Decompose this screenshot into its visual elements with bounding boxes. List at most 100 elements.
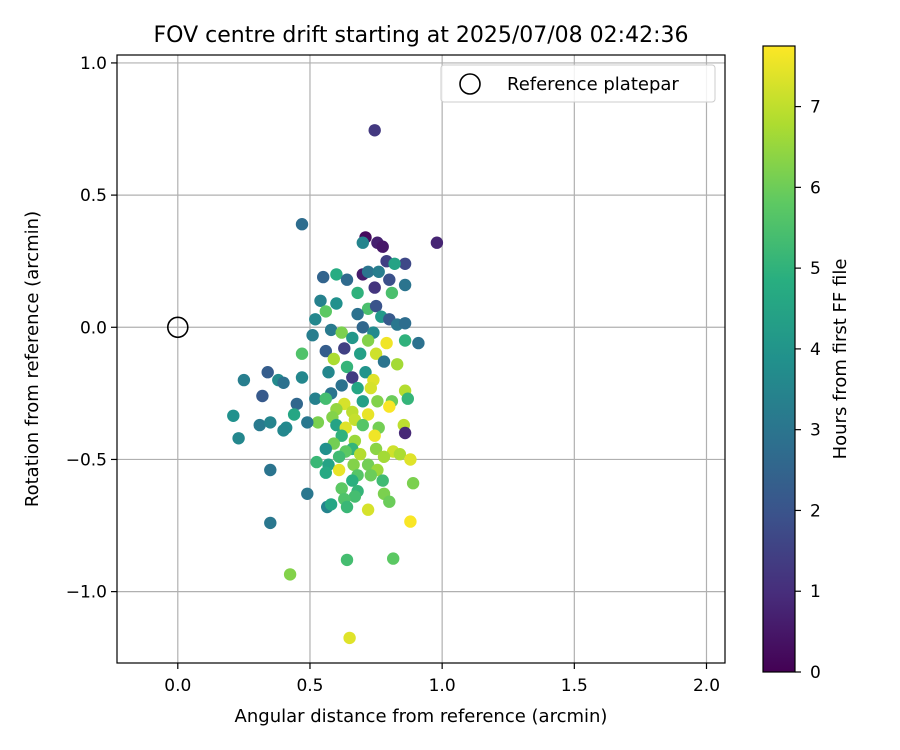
data-point <box>327 352 340 366</box>
colorbar-gradient <box>762 45 796 673</box>
colorbar-tick-label: 3 <box>810 421 821 441</box>
data-point <box>361 458 375 471</box>
legend-box <box>440 64 716 103</box>
data-points <box>227 124 444 645</box>
data-point <box>404 453 417 466</box>
y-axis-ticks: 1.0 0.5 0.0 −0.5 −1.0 <box>66 54 117 603</box>
data-point <box>356 321 369 334</box>
data-point <box>335 379 348 392</box>
data-point <box>398 426 412 440</box>
data-point <box>301 416 314 429</box>
data-point <box>406 477 420 490</box>
data-point <box>361 265 375 278</box>
colorbar-tick-label: 4 <box>810 340 821 360</box>
data-point <box>361 334 375 347</box>
data-point <box>347 458 360 471</box>
data-point <box>351 307 364 321</box>
legend-entry: Reference platepar <box>507 74 679 95</box>
data-point <box>324 498 338 511</box>
x-axis-label: Angular distance from reference (arcmin) <box>235 706 608 727</box>
data-point <box>383 273 396 286</box>
colorbar-tick-label: 5 <box>810 259 821 279</box>
data-point <box>401 392 414 405</box>
y-tick-label: 0.5 <box>80 186 107 206</box>
data-point <box>369 442 383 456</box>
chart-title: FOV centre drift starting at 2025/07/08 … <box>154 23 689 48</box>
data-point <box>393 448 407 461</box>
data-point <box>348 490 362 503</box>
data-point <box>398 257 412 270</box>
data-point <box>301 487 314 500</box>
data-point <box>319 442 332 456</box>
data-point <box>319 466 332 479</box>
x-tick-label: 1.5 <box>561 676 588 696</box>
data-point <box>314 294 327 307</box>
data-point <box>340 360 354 374</box>
data-point <box>412 336 425 350</box>
data-point <box>361 408 375 421</box>
data-point <box>364 381 377 395</box>
data-point <box>277 376 290 389</box>
data-point <box>256 389 269 403</box>
data-point <box>380 336 393 350</box>
grid-lines <box>117 55 725 663</box>
data-point <box>398 317 412 330</box>
data-point <box>346 474 359 487</box>
y-tick-label: −1.0 <box>66 583 107 603</box>
data-point <box>335 429 348 442</box>
data-point <box>335 326 348 339</box>
data-point <box>290 397 303 411</box>
data-point <box>391 358 404 371</box>
y-tick-label: −0.5 <box>66 450 107 470</box>
x-tick-label: 0.5 <box>296 676 323 696</box>
data-point <box>319 305 332 318</box>
data-point <box>343 631 356 645</box>
data-point <box>319 392 332 405</box>
x-tick-label: 0.0 <box>164 676 191 696</box>
data-point <box>372 265 385 278</box>
data-point <box>430 236 444 249</box>
data-point <box>364 469 377 482</box>
reference-marker <box>167 316 189 339</box>
data-point <box>376 240 389 253</box>
x-axis-ticks: 0.0 0.5 1.0 1.5 2.0 <box>164 663 720 696</box>
data-point <box>324 323 338 337</box>
data-point <box>295 371 309 384</box>
data-point <box>354 448 367 461</box>
data-point <box>277 424 290 437</box>
colorbar-tick-label: 7 <box>810 98 821 118</box>
y-tick-label: 0.0 <box>80 318 107 338</box>
data-point <box>264 416 277 429</box>
data-point <box>283 568 297 581</box>
data-point <box>377 355 391 368</box>
data-point <box>368 281 381 294</box>
plot-frame <box>116 54 726 664</box>
data-point <box>237 373 251 387</box>
data-point <box>332 463 346 477</box>
data-point <box>371 395 384 408</box>
data-point <box>346 371 359 384</box>
y-axis-label: Rotation from reference (arcmin) <box>22 211 43 507</box>
colorbar-tick-label: 1 <box>810 582 821 602</box>
legend-marker-icon <box>459 73 481 95</box>
data-point <box>398 278 412 292</box>
data-point <box>368 429 381 442</box>
data-point <box>338 342 351 355</box>
y-tick-label: 1.0 <box>80 54 107 74</box>
colorbar-label: Hours from first FF file <box>830 259 851 460</box>
data-point <box>356 418 369 432</box>
data-point <box>376 474 389 487</box>
data-point <box>309 392 322 405</box>
data-point <box>322 366 335 379</box>
data-point <box>340 273 354 286</box>
data-point <box>346 331 359 345</box>
colorbar-tick-label: 0 <box>810 663 821 683</box>
data-point <box>404 515 417 528</box>
data-point <box>306 329 319 342</box>
colorbar-tick-label: 2 <box>810 501 821 521</box>
data-point <box>264 516 277 530</box>
data-point <box>253 418 266 432</box>
data-point <box>383 400 396 413</box>
data-point <box>261 366 274 379</box>
